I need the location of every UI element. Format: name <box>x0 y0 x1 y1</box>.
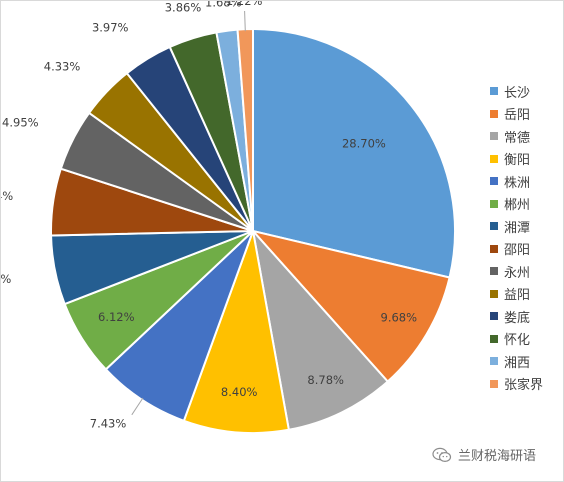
legend-item: 常德 <box>490 125 543 148</box>
legend-swatch <box>490 109 498 118</box>
legend-item: 湘潭 <box>490 215 543 238</box>
legend-label: 怀化 <box>504 333 531 349</box>
legend-label: 株洲 <box>504 175 531 191</box>
legend-item: 邵阳 <box>490 238 543 261</box>
legend-item: 益阳 <box>490 283 543 306</box>
legend-item: 长沙 <box>490 80 543 103</box>
legend-item: 岳阳 <box>490 103 543 126</box>
pie-slice <box>252 27 457 279</box>
watermark: 兰财税海研语 <box>432 445 536 464</box>
data-label: 9.68% <box>381 311 418 325</box>
legend-swatch <box>490 177 498 186</box>
pie-slice <box>182 227 291 434</box>
leader-line <box>244 10 246 32</box>
legend-label: 衡阳 <box>504 153 531 169</box>
legend-label: 湘潭 <box>504 220 531 236</box>
legend-label: 永州 <box>504 265 531 281</box>
data-label: 1.68% <box>205 1 242 10</box>
legend-swatch <box>490 199 498 208</box>
wechat-icon <box>432 447 452 462</box>
legend-label: 张家界 <box>504 378 544 394</box>
legend-label: 湘西 <box>504 355 531 371</box>
legend-label: 长沙 <box>504 85 531 101</box>
data-label: 8.78% <box>307 373 344 387</box>
legend-swatch <box>490 289 498 298</box>
data-label: 6.12% <box>98 310 135 324</box>
legend-swatch <box>490 222 498 231</box>
legend-item: 娄底 <box>490 305 543 328</box>
watermark-text: 兰财税海研语 <box>458 449 537 464</box>
legend-item: 衡阳 <box>490 148 543 171</box>
legend-item: 株洲 <box>490 170 543 193</box>
legend-item: 永州 <box>490 260 543 283</box>
legend-swatch <box>490 87 498 96</box>
data-label: 3.86% <box>165 1 202 14</box>
data-label: 5.54% <box>1 272 11 286</box>
legend-item: 怀化 <box>490 328 543 351</box>
legend: 长沙岳阳常德衡阳株洲郴州湘潭邵阳永州益阳娄底怀化湘西张家界 <box>490 80 543 395</box>
legend-label: 娄底 <box>504 310 531 326</box>
legend-swatch <box>490 379 498 388</box>
data-label: 4.95% <box>2 115 39 129</box>
legend-item: 湘西 <box>490 350 543 373</box>
legend-swatch <box>490 132 498 141</box>
legend-item: 郴州 <box>490 193 543 216</box>
data-label: 3.97% <box>92 21 129 35</box>
data-label: 28.70% <box>342 136 386 150</box>
legend-swatch <box>490 334 498 343</box>
legend-label: 常德 <box>504 130 531 146</box>
legend-swatch <box>490 244 498 253</box>
data-label: 8.40% <box>221 385 258 399</box>
legend-label: 益阳 <box>504 288 531 304</box>
legend-label: 邵阳 <box>504 243 531 259</box>
legend-item: 张家界 <box>490 373 543 396</box>
legend-swatch <box>490 267 498 276</box>
legend-label: 郴州 <box>504 198 531 214</box>
legend-swatch <box>490 312 498 321</box>
legend-swatch <box>490 154 498 163</box>
data-label: 7.43% <box>90 416 127 430</box>
legend-label: 岳阳 <box>504 108 531 124</box>
leader-line <box>131 397 144 416</box>
pie-slice <box>251 227 390 431</box>
legend-swatch <box>490 357 498 366</box>
data-label: 4.33% <box>44 60 81 74</box>
data-label: 5.34% <box>1 189 13 203</box>
data-label: 1.22% <box>226 1 263 8</box>
pie-slice <box>250 229 451 383</box>
